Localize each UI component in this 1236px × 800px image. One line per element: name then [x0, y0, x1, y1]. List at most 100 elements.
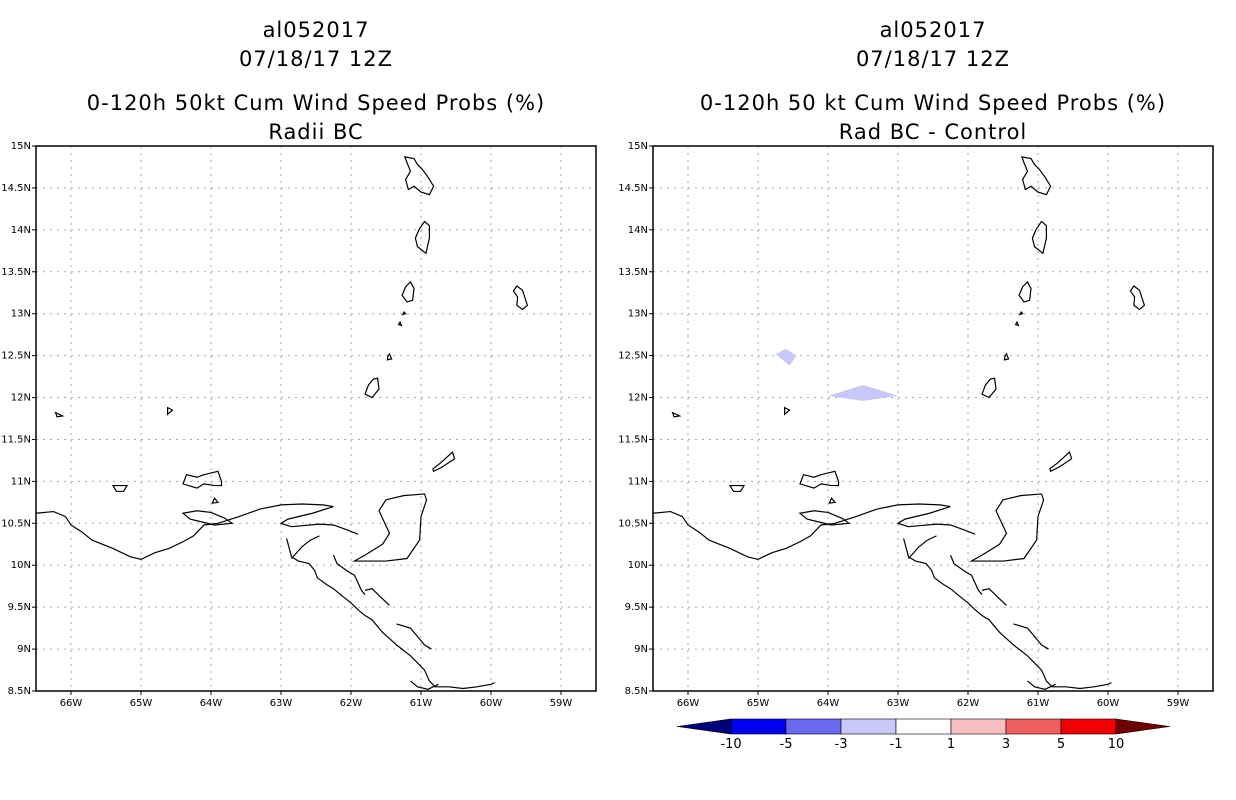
right-guyana-coast: [1027, 680, 1056, 690]
right-lat-label: 11N: [628, 476, 648, 487]
colorbar-high-arrow: [1115, 718, 1171, 735]
left-island-araya: [181, 510, 234, 526]
left-map-frame: [35, 145, 597, 692]
colorbar-swatch: [895, 718, 952, 735]
left-island-saint-vincent: [401, 280, 415, 303]
left-product-title: 0-120h 50kt Cum Wind Speed Probs (%): [86, 91, 546, 115]
left-lat-label: 13N: [11, 309, 31, 320]
left-island-trinidad: [352, 493, 428, 562]
left-storm-id: al052017: [262, 18, 370, 42]
right-lat-label: 14N: [628, 225, 648, 236]
right-lat-label: 13N: [628, 309, 648, 320]
left-lon-label: 59W: [550, 698, 573, 709]
colorbar-tick-label: 3: [1002, 737, 1010, 752]
left-lon-label: 63W: [270, 698, 293, 709]
left-delta-channel-a: [291, 535, 320, 559]
right-island-martinique: [1020, 156, 1052, 196]
left-island-martinique: [403, 156, 435, 196]
left-lat-label: 10N: [11, 560, 31, 571]
colorbar-tick-label: 1: [947, 737, 955, 752]
right-lat-label: 8.5N: [625, 686, 648, 697]
left-island-coche: [211, 497, 220, 504]
right-delta-channel-b: [949, 554, 983, 595]
right-subtitle: Rad BC - Control: [838, 120, 1028, 144]
left-lon-label: 66W: [60, 698, 83, 709]
left-lat-label: 15N: [11, 141, 31, 152]
left-delta-coast: [286, 538, 495, 690]
right-map-content: 66W 65W 64W 63W 62W 61W 60W 59W 8.5N 9N 9.5N 10N 10.…: [618, 141, 1214, 709]
left-subtitle: Radii BC: [268, 120, 364, 144]
left-lat-label: 10.5N: [1, 518, 31, 529]
right-lon-label: 64W: [817, 698, 840, 709]
right-probability-area: [775, 348, 797, 366]
colorbar-swatch: [730, 718, 787, 735]
left-island-margarita: [182, 470, 223, 489]
right-island-barbados: [1129, 285, 1146, 311]
colorbar-tick-label: -1: [890, 737, 903, 752]
right-panel-titles: al052017 07/18/17 12Z 0-120h 50 kt Cum W…: [653, 16, 1213, 147]
colorbar-low-arrow: [676, 718, 732, 735]
right-island-los-roques: [671, 411, 682, 418]
right-lat-label: 12N: [628, 393, 648, 404]
right-lat-label: 9.5N: [625, 602, 648, 613]
left-lon-label: 64W: [200, 698, 223, 709]
right-island-mustique: [1014, 320, 1020, 327]
right-storm-id: al052017: [879, 18, 987, 42]
left-lat-label: 11.5N: [1, 434, 31, 445]
right-island-tobago: [1049, 450, 1073, 473]
right-island-blanquilla: [784, 406, 791, 416]
left-island-mustique: [397, 320, 403, 327]
left-lon-label: 61W: [410, 698, 433, 709]
right-orinoco-mouth: [1013, 623, 1049, 650]
left-island-barbados: [512, 285, 529, 311]
left-island-bequia: [401, 310, 407, 316]
colorbar-swatch: [950, 718, 1007, 735]
right-island-bequia: [1018, 310, 1024, 316]
left-lat-label: 13.5N: [1, 267, 31, 278]
left-lat-label: 12N: [11, 393, 31, 404]
right-probability-area: [828, 384, 898, 401]
right-island-saint-vincent: [1018, 280, 1032, 303]
left-mainland-coast: [35, 503, 334, 560]
right-lat-label: 11.5N: [618, 434, 648, 445]
left-island-carriacou: [386, 352, 393, 361]
left-island-blanquilla: [167, 406, 174, 416]
right-delta-coast: [903, 538, 1112, 690]
right-island-coche: [828, 497, 837, 504]
left-lat-label: 11N: [11, 476, 31, 487]
left-lat-label: 14.5N: [1, 183, 31, 194]
right-lat-label: 10.5N: [618, 518, 648, 529]
left-guyana-coast: [410, 680, 439, 690]
colorbar-swatch: [785, 718, 842, 735]
right-lat-label: 13.5N: [618, 267, 648, 278]
right-lon-label: 65W: [747, 698, 770, 709]
right-island-saint-lucia: [1031, 220, 1047, 255]
right-island-grenada: [981, 377, 997, 399]
right-island-carriacou: [1003, 352, 1010, 361]
right-island-araya: [798, 510, 851, 526]
right-lat-label: 9N: [634, 644, 648, 655]
left-lat-label: 14N: [11, 225, 31, 236]
colorbar-swatch: [1005, 718, 1062, 735]
right-delta-channel-a: [908, 535, 937, 559]
left-lat-label: 12.5N: [1, 351, 31, 362]
right-lat-label: 14.5N: [618, 183, 648, 194]
colorbar-bar: -10 -5 -3 -1 1 3 5 10: [676, 718, 1171, 752]
colorbar-tick-label: 10: [1108, 737, 1125, 752]
right-map-frame: [652, 145, 1214, 692]
left-island-los-roques: [54, 411, 65, 418]
colorbar-tick-label: -3: [835, 737, 848, 752]
right-lat-label: 10N: [628, 560, 648, 571]
left-lat-label: 8.5N: [8, 686, 31, 697]
colorbar-tick-label: -5: [780, 737, 793, 752]
right-lat-label: 12.5N: [618, 351, 648, 362]
colorbar-tick-label: -10: [720, 737, 741, 752]
right-mainland-coast: [652, 503, 951, 560]
right-lon-label: 61W: [1027, 698, 1050, 709]
left-orinoco-mouth: [396, 623, 432, 650]
right-island-trinidad: [969, 493, 1045, 562]
left-lon-label: 65W: [130, 698, 153, 709]
right-lat-label: 15N: [628, 141, 648, 152]
colorbar-tick-label: 5: [1057, 737, 1065, 752]
left-island-tobago: [432, 450, 456, 473]
